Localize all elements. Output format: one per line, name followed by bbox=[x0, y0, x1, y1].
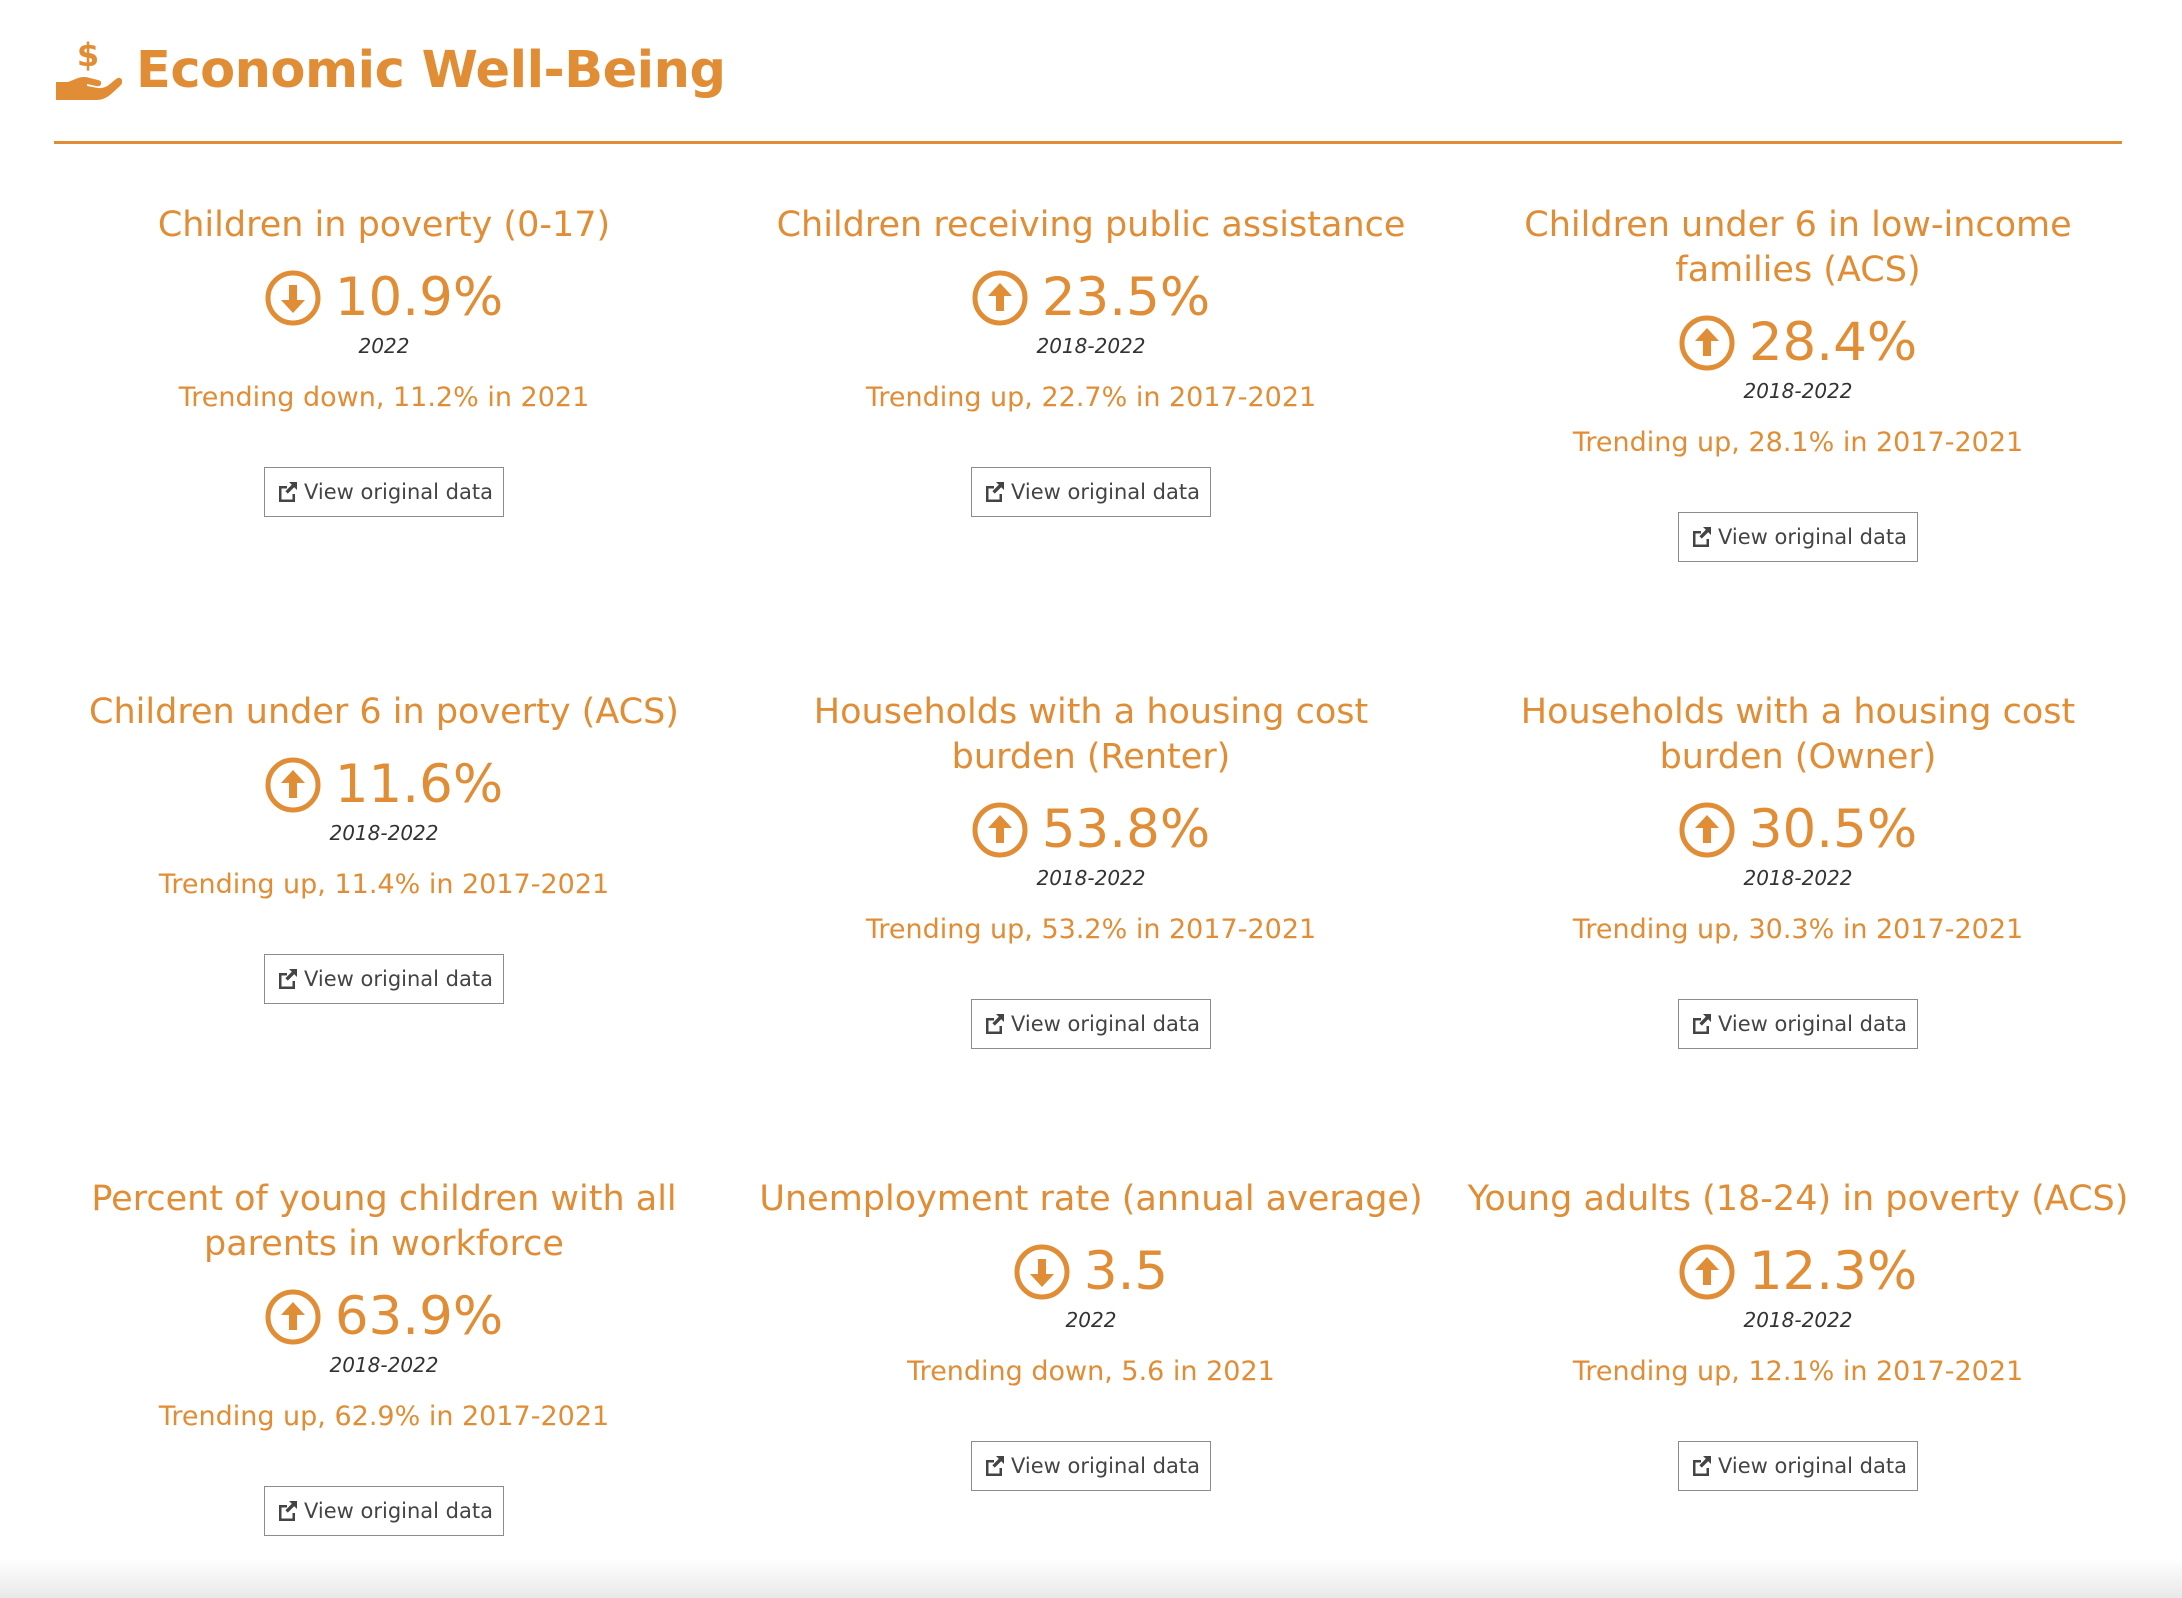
indicator-period: 2022 bbox=[358, 334, 410, 358]
indicator-period: 2018-2022 bbox=[1743, 379, 1853, 403]
arrow-circle-up-icon bbox=[265, 757, 321, 813]
view-original-data-button[interactable]: View original data bbox=[1678, 512, 1918, 562]
indicator-value-row: 12.3% bbox=[1679, 1240, 1917, 1304]
indicator-value-row: 10.9% bbox=[265, 266, 503, 330]
indicator-value-row: 63.9% bbox=[265, 1285, 503, 1349]
view-original-data-button[interactable]: View original data bbox=[1678, 999, 1918, 1049]
view-original-data-button[interactable]: View original data bbox=[971, 1441, 1211, 1491]
indicator-trend-text: Trending up, 53.2% in 2017-2021 bbox=[865, 914, 1317, 945]
indicator-title: Unemployment rate (annual average) bbox=[759, 1179, 1423, 1219]
indicator-card: Children in poverty (0-17) 10.9% 2022 Tr… bbox=[32, 203, 736, 517]
button-label: View original data bbox=[1011, 1012, 1200, 1036]
external-link-icon bbox=[275, 967, 299, 991]
page-title: Economic Well-Being bbox=[136, 40, 726, 100]
indicator-value-row: 30.5% bbox=[1679, 798, 1917, 862]
indicator-value-row: 53.8% bbox=[972, 798, 1210, 862]
indicator-card: Young adults (18-24) in poverty (ACS) 12… bbox=[1446, 1177, 2150, 1491]
button-label: View original data bbox=[1718, 525, 1907, 549]
indicator-trend-text: Trending down, 5.6 in 2021 bbox=[907, 1356, 1275, 1387]
button-label: View original data bbox=[1718, 1454, 1907, 1478]
button-label: View original data bbox=[304, 967, 493, 991]
button-label: View original data bbox=[1011, 480, 1200, 504]
external-link-icon bbox=[1689, 1012, 1713, 1036]
view-original-data-button[interactable]: View original data bbox=[971, 999, 1211, 1049]
indicator-card: Unemployment rate (annual average) 3.5 2… bbox=[739, 1177, 1443, 1491]
indicator-card: Children under 6 in low-income families … bbox=[1446, 203, 2150, 562]
indicator-value-row: 11.6% bbox=[265, 753, 503, 817]
indicator-value-row: 3.5 bbox=[1014, 1240, 1168, 1304]
indicator-card: Children under 6 in poverty (ACS) 11.6% … bbox=[32, 690, 736, 1004]
hand-dollar-icon: $ bbox=[56, 38, 122, 100]
indicator-trend-text: Trending up, 11.4% in 2017-2021 bbox=[158, 869, 610, 900]
indicator-card: Households with a housing cost burden (O… bbox=[1446, 690, 2150, 1049]
indicator-trend-text: Trending down, 11.2% in 2021 bbox=[178, 382, 590, 413]
indicator-trend-text: Trending up, 62.9% in 2017-2021 bbox=[158, 1401, 610, 1432]
indicator-period: 2018-2022 bbox=[1743, 866, 1853, 890]
indicator-card: Households with a housing cost burden (R… bbox=[739, 690, 1443, 1049]
external-link-icon bbox=[1689, 525, 1713, 549]
indicator-value: 28.4% bbox=[1748, 312, 1918, 373]
section-header: $ Economic Well-Being bbox=[54, 30, 726, 110]
external-link-icon bbox=[1689, 1454, 1713, 1478]
view-original-data-button[interactable]: View original data bbox=[264, 1486, 504, 1536]
indicator-value: 30.5% bbox=[1748, 799, 1918, 860]
indicator-value: 12.3% bbox=[1748, 1241, 1918, 1302]
arrow-circle-up-icon bbox=[1679, 1244, 1735, 1300]
indicator-value: 23.5% bbox=[1041, 267, 1211, 328]
external-link-icon bbox=[982, 480, 1006, 504]
indicator-period: 2022 bbox=[1065, 1308, 1117, 1332]
indicator-period: 2018-2022 bbox=[329, 821, 439, 845]
indicator-title: Children receiving public assistance bbox=[776, 205, 1406, 245]
indicator-period: 2018-2022 bbox=[1036, 866, 1146, 890]
external-link-icon bbox=[982, 1454, 1006, 1478]
indicator-value: 11.6% bbox=[334, 754, 504, 815]
arrow-circle-up-icon bbox=[972, 270, 1028, 326]
indicator-value-row: 28.4% bbox=[1679, 311, 1917, 375]
view-original-data-button[interactable]: View original data bbox=[264, 467, 504, 517]
external-link-icon bbox=[982, 1012, 1006, 1036]
indicator-period: 2018-2022 bbox=[329, 1353, 439, 1377]
arrow-circle-up-icon bbox=[1679, 315, 1735, 371]
indicator-trend-text: Trending up, 22.7% in 2017-2021 bbox=[865, 382, 1317, 413]
svg-text:$: $ bbox=[77, 38, 99, 74]
external-link-icon bbox=[275, 480, 299, 504]
arrow-circle-up-icon bbox=[265, 1289, 321, 1345]
indicator-title: Households with a housing cost burden (O… bbox=[1520, 692, 2076, 777]
indicator-trend-text: Trending up, 30.3% in 2017-2021 bbox=[1572, 914, 2024, 945]
indicator-card: Children receiving public assistance 23.… bbox=[739, 203, 1443, 517]
indicator-title: Children under 6 in low-income families … bbox=[1524, 205, 2072, 290]
button-label: View original data bbox=[1718, 1012, 1907, 1036]
indicator-value: 53.8% bbox=[1041, 799, 1211, 860]
arrow-circle-up-icon bbox=[972, 802, 1028, 858]
indicator-value-row: 23.5% bbox=[972, 266, 1210, 330]
button-label: View original data bbox=[304, 480, 493, 504]
arrow-circle-up-icon bbox=[1679, 802, 1735, 858]
indicator-title: Households with a housing cost burden (R… bbox=[813, 692, 1369, 777]
indicator-title: Children in poverty (0-17) bbox=[157, 205, 611, 245]
view-original-data-button[interactable]: View original data bbox=[1678, 1441, 1918, 1491]
indicator-value: 10.9% bbox=[334, 267, 504, 328]
indicator-value: 3.5 bbox=[1083, 1241, 1169, 1302]
indicator-period: 2018-2022 bbox=[1743, 1308, 1853, 1332]
indicator-trend-text: Trending up, 12.1% in 2017-2021 bbox=[1572, 1356, 2024, 1387]
indicator-period: 2018-2022 bbox=[1036, 334, 1146, 358]
view-original-data-button[interactable]: View original data bbox=[264, 954, 504, 1004]
external-link-icon bbox=[275, 1499, 299, 1523]
indicator-title: Children under 6 in poverty (ACS) bbox=[89, 692, 679, 732]
indicator-value: 63.9% bbox=[334, 1286, 504, 1347]
button-label: View original data bbox=[1011, 1454, 1200, 1478]
indicator-trend-text: Trending up, 28.1% in 2017-2021 bbox=[1572, 427, 2024, 458]
indicator-card: Percent of young children with all paren… bbox=[32, 1177, 736, 1536]
scroll-fade bbox=[0, 1558, 2182, 1598]
view-original-data-button[interactable]: View original data bbox=[971, 467, 1211, 517]
arrow-circle-down-icon bbox=[265, 270, 321, 326]
indicator-title: Young adults (18-24) in poverty (ACS) bbox=[1467, 1179, 2129, 1219]
arrow-circle-down-icon bbox=[1014, 1244, 1070, 1300]
header-divider bbox=[54, 141, 2122, 144]
button-label: View original data bbox=[304, 1499, 493, 1523]
indicator-title: Percent of young children with all paren… bbox=[91, 1179, 677, 1264]
